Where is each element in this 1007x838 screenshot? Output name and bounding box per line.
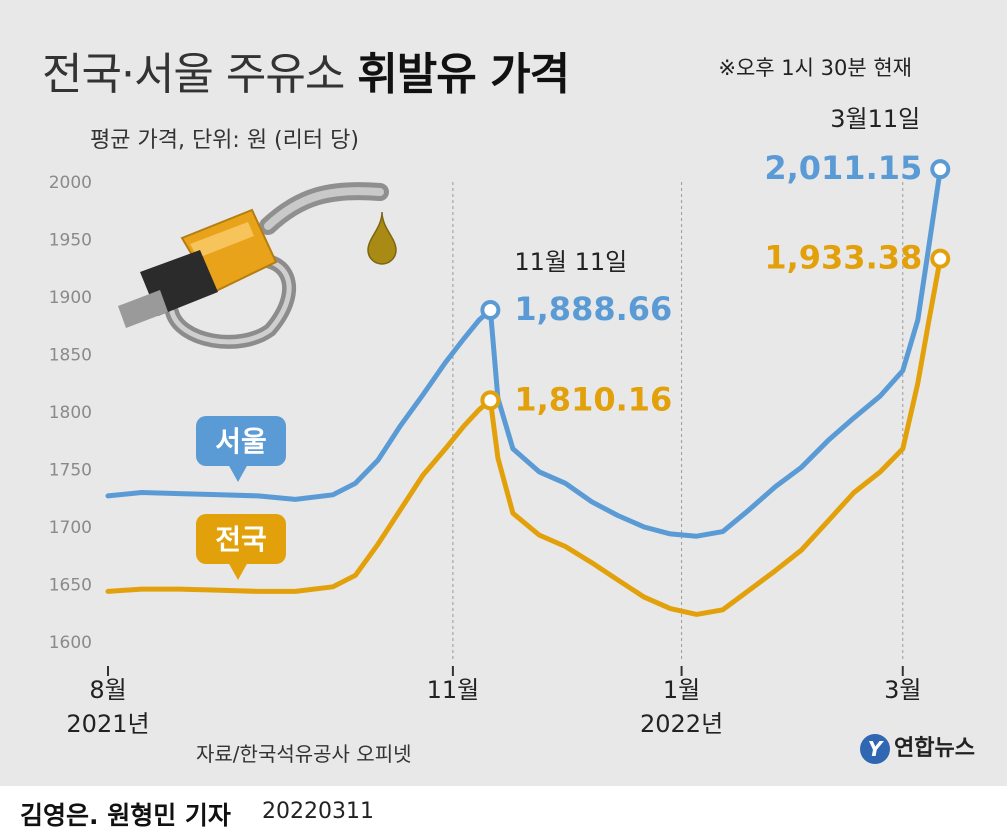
y-tick-label: 1900 <box>49 288 92 308</box>
logo-mark: Y <box>860 734 890 764</box>
source-note: 자료/한국석유공사 오피넷 <box>196 742 412 766</box>
legend-item-national: 전국 <box>196 514 286 580</box>
legend-bubble <box>196 416 286 466</box>
x-tick-label: 8월 <box>89 676 126 704</box>
data-value-label: 1,933.38 <box>764 239 922 277</box>
y-tick-label: 1800 <box>49 403 92 423</box>
y-tick-label: 1700 <box>49 518 92 538</box>
fuel-nozzle-icon <box>118 182 389 349</box>
data-date-label: 11월 11일 <box>514 248 627 276</box>
legend-label: 서울 <box>215 425 267 458</box>
data-value-label: 1,888.66 <box>514 290 672 328</box>
byline: 김영은. 원형민 기자 <box>20 801 231 830</box>
legend-label: 전국 <box>215 523 267 556</box>
logo-text: 연합뉴스 <box>894 736 975 761</box>
title-bold: 휘발유 가격 <box>357 49 570 100</box>
data-point-marker <box>930 248 951 269</box>
publish-date: 20220311 <box>262 799 374 824</box>
data-point-marker <box>480 390 501 411</box>
y-tick-label: 1950 <box>49 231 92 251</box>
legend-bubble <box>196 514 286 564</box>
time-note: ※오후 1시 30분 현재 <box>718 56 912 80</box>
series-line-national <box>105 256 943 617</box>
data-value-label: 1,810.16 <box>514 380 672 418</box>
y-tick-label: 2000 <box>49 173 92 193</box>
y-tick-label: 1750 <box>49 461 92 481</box>
data-point-marker <box>480 300 501 321</box>
y-tick-label: 1850 <box>49 346 92 366</box>
footer: 김영은. 원형민 기자 20220311 <box>0 786 1007 838</box>
title-light: 전국·서울 주유소 <box>42 49 358 100</box>
series-line-seoul <box>105 166 943 539</box>
fuel-drop-icon <box>367 211 397 265</box>
x-tick-year-label: 2022년 <box>640 710 723 738</box>
data-date-label: 3월11일 <box>830 105 920 133</box>
chart-title: 전국·서울 주유소 휘발유 가격 <box>42 38 570 102</box>
yonhap-logo: Y 연합뉴스 <box>860 730 975 764</box>
legend-bubble-tail <box>228 562 248 580</box>
x-tick-label: 11월 <box>427 676 480 704</box>
data-point-marker <box>930 159 951 180</box>
y-tick-label: 1600 <box>49 633 92 653</box>
y-tick-label: 1650 <box>49 576 92 596</box>
chart-subtitle: 평균 가격, 단위: 원 (리터 당) <box>90 128 359 153</box>
legend-bubble-tail <box>228 464 248 482</box>
data-value-label: 2,011.15 <box>764 149 922 187</box>
x-tick-label: 3월 <box>884 676 921 704</box>
x-tick-label: 1월 <box>663 676 700 704</box>
legend-item-seoul: 서울 <box>196 416 286 482</box>
x-tick-year-label: 2021년 <box>66 710 149 738</box>
